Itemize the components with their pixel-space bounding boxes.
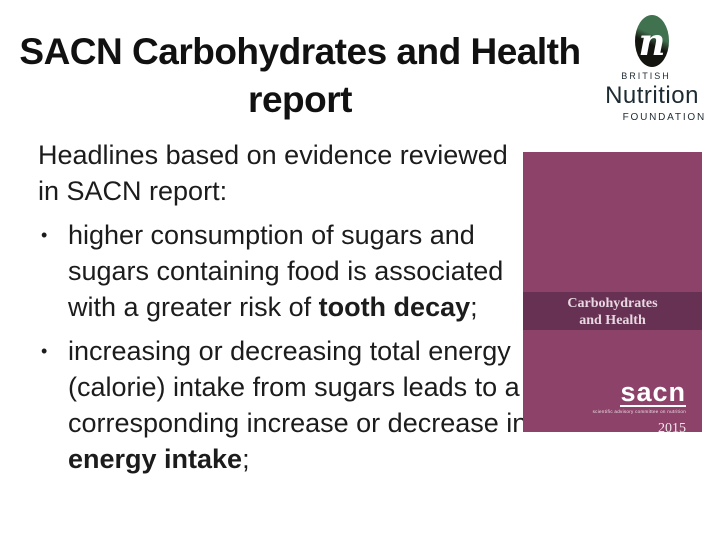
bullet-icon: •	[41, 341, 48, 361]
cover-year: 2015	[658, 421, 686, 436]
intro-paragraph: Headlines based on evidence reviewed in …	[38, 137, 518, 209]
bullet-item-2: • increasing or decreasing total energy …	[38, 333, 528, 477]
bullet1-line3-bold: tooth decay	[318, 292, 471, 322]
bullet1-line3: with a greater risk of tooth decay;	[68, 289, 518, 325]
bullet2-line3: corresponding increase or decrease in	[68, 408, 528, 438]
bnf-oval-icon: n	[635, 15, 669, 67]
bullet2-line4-post: ;	[242, 444, 250, 474]
bullet1-line2: sugars containing food is associated	[68, 256, 504, 286]
page-title-line1: SACN Carbohydrates and Health	[19, 31, 581, 72]
intro-line1: Headlines based on evidence reviewed	[38, 140, 508, 170]
page-title-line2: report	[248, 79, 352, 120]
body-text: Headlines based on evidence reviewed in …	[38, 137, 528, 477]
bnf-n-glyph: n	[638, 20, 666, 64]
bnf-nutrition-label: Nutrition	[605, 82, 699, 109]
sacn-logo-text: sacn	[620, 377, 686, 407]
bullet2-line1: increasing or decreasing total energy	[68, 336, 511, 366]
bullet-item-1: • higher consumption of sugars and sugar…	[38, 217, 518, 325]
bullet2-line4: energy intake;	[68, 441, 518, 477]
cover-title-line1: Carbohydrates	[567, 296, 658, 311]
cover-title-line2: and Health	[579, 313, 646, 328]
bnf-foundation-label: FOUNDATION	[622, 112, 706, 123]
bnf-logo: n BRITISH Nutrition FOUNDATION	[596, 12, 708, 123]
bullet-icon: •	[41, 225, 48, 245]
bullet1-line3-post: ;	[470, 292, 478, 322]
sacn-tagline: scientific advisory committee on nutriti…	[592, 409, 686, 414]
page-title: SACN Carbohydrates and Health report	[10, 28, 590, 124]
bullet1-line1: higher consumption of sugars and	[68, 220, 475, 250]
bnf-british-label: BRITISH	[621, 71, 671, 81]
intro-line2: in SACN report:	[38, 176, 228, 206]
sacn-logo-block: sacn scientific advisory committee on nu…	[592, 377, 686, 437]
report-cover-image: Carbohydrates and Health sacn scientific…	[523, 152, 702, 436]
bullet1-line3-pre: with a greater risk of	[68, 292, 319, 322]
bullet2-line2: (calorie) intake from sugars leads to a	[68, 372, 520, 402]
cover-title-band: Carbohydrates and Health	[523, 292, 702, 330]
bullet2-line4-bold: energy intake	[68, 444, 243, 474]
